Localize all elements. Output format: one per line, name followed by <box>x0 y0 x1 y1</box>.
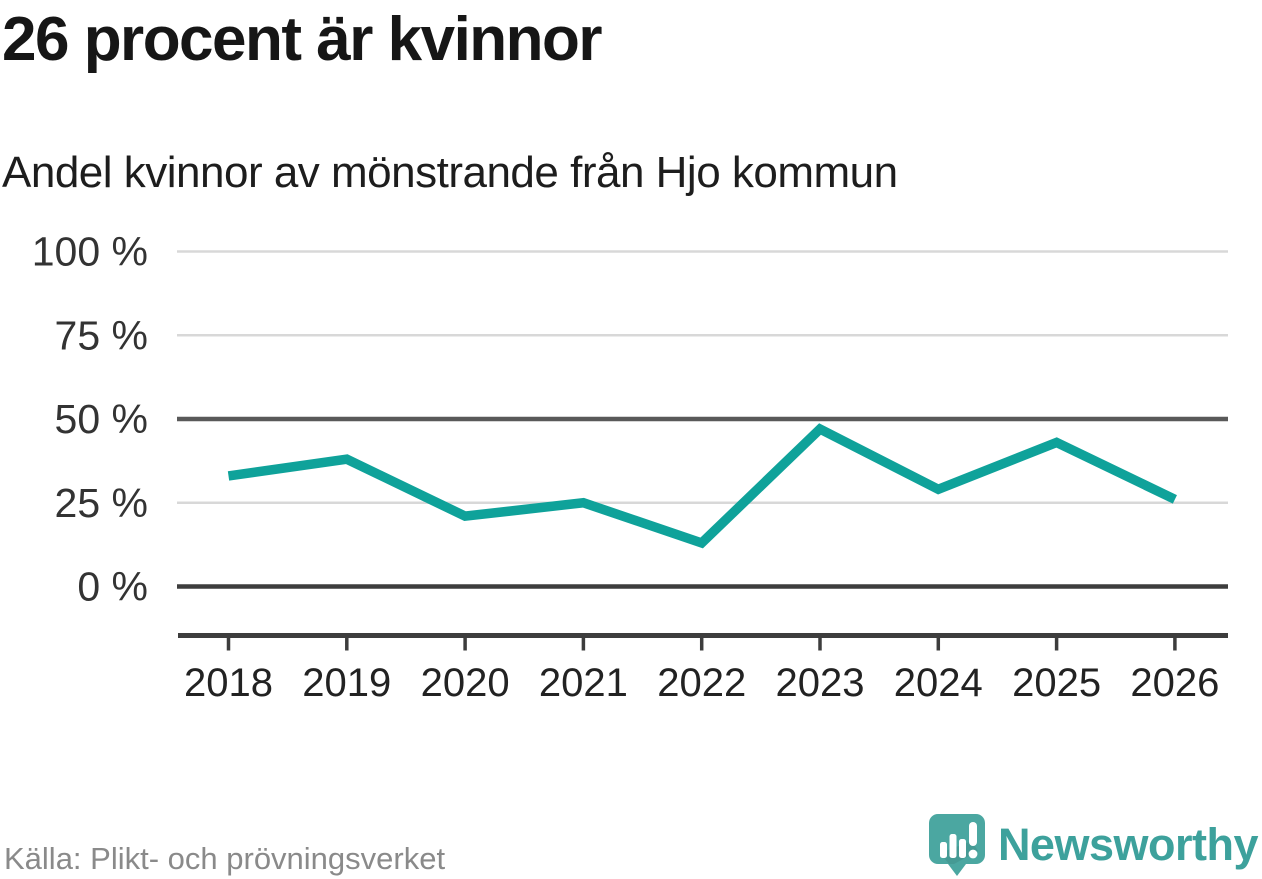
x-tick-label-2025: 2025 <box>1012 661 1101 705</box>
x-tick-label-2020: 2020 <box>421 661 510 705</box>
y-tick-label: 100 % <box>32 229 148 275</box>
y-tick-label: 25 % <box>55 480 148 526</box>
brand-name: Newsworthy <box>997 819 1259 870</box>
x-tick-label-2023: 2023 <box>776 661 865 705</box>
x-tick-label-2024: 2024 <box>894 661 983 705</box>
x-tick-label-2018: 2018 <box>184 661 273 705</box>
y-tick-label: 75 % <box>55 312 148 358</box>
x-tick-label-2022: 2022 <box>657 661 746 705</box>
source-attribution: Källa: Plikt- och prövningsverket <box>4 841 446 876</box>
data-line-andel-kvinnor <box>227 423 1177 549</box>
chart-subtitle: Andel kvinnor av mönstrande från Hjo kom… <box>2 148 898 197</box>
x-tick-label-2026: 2026 <box>1130 661 1219 705</box>
newsworthy-logo-icon <box>928 814 985 876</box>
y-tick-label: 50 % <box>55 396 148 442</box>
bar-chart-exclamation-icon <box>939 822 978 859</box>
x-tick-label-2019: 2019 <box>302 661 391 705</box>
newsworthy-brand: Newsworthy <box>928 812 1259 878</box>
y-tick-label: 0 % <box>77 564 148 610</box>
x-tick-label-2021: 2021 <box>539 661 628 705</box>
page-title: 26 procent är kvinnor <box>2 5 603 74</box>
